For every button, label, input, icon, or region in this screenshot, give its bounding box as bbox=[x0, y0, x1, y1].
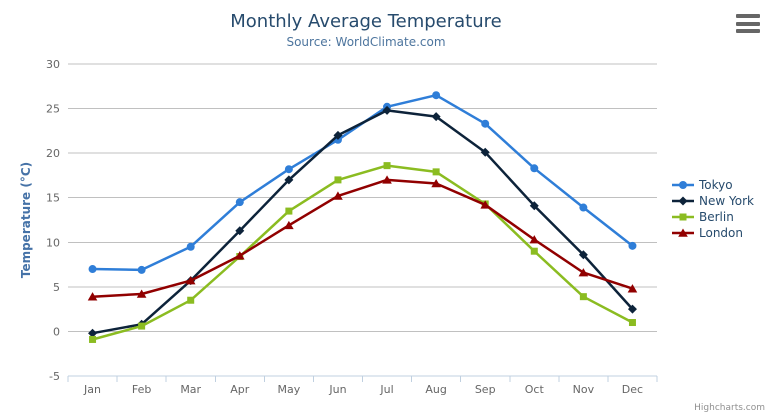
series-london bbox=[87, 175, 638, 301]
data-point-berlin-oct[interactable] bbox=[530, 247, 538, 255]
data-point-tokyo-oct[interactable] bbox=[530, 164, 539, 173]
legend-symbol-triangle-icon bbox=[672, 228, 694, 237]
y-axis-label: 20 bbox=[46, 147, 60, 160]
legend-item-berlin[interactable]: Berlin bbox=[672, 210, 754, 224]
data-point-berlin-jun[interactable] bbox=[334, 176, 342, 184]
x-axis-label: Jan bbox=[83, 383, 101, 396]
data-point-london-dec[interactable] bbox=[627, 284, 638, 293]
legend-label: Tokyo bbox=[699, 178, 733, 192]
data-point-berlin-aug[interactable] bbox=[432, 168, 440, 176]
legend-marker-new-york[interactable] bbox=[678, 196, 688, 206]
data-point-london-jan[interactable] bbox=[87, 292, 98, 301]
data-point-berlin-dec[interactable] bbox=[628, 319, 636, 327]
credits-link[interactable]: Highcharts.com bbox=[694, 403, 765, 413]
data-point-london-mar[interactable] bbox=[185, 276, 196, 285]
x-axis-label: Dec bbox=[622, 383, 643, 396]
legend-label: Berlin bbox=[699, 210, 734, 224]
data-point-london-jun[interactable] bbox=[333, 191, 343, 200]
x-axis-label: Mar bbox=[180, 383, 201, 396]
x-axis-label: Apr bbox=[230, 383, 250, 396]
legend-symbol-diamond-icon bbox=[672, 196, 694, 206]
data-point-new-york-oct[interactable] bbox=[529, 201, 539, 211]
series-line-new-york[interactable] bbox=[91, 109, 634, 335]
data-point-london-jul[interactable] bbox=[382, 175, 392, 184]
data-point-tokyo-dec[interactable] bbox=[628, 241, 637, 250]
y-axis-label: 15 bbox=[46, 192, 60, 205]
x-axis-label: May bbox=[278, 383, 301, 396]
data-point-berlin-nov[interactable] bbox=[579, 293, 587, 301]
chart-title: Monthly Average Temperature bbox=[230, 11, 502, 32]
hamburger-icon bbox=[736, 14, 760, 18]
data-point-tokyo-apr[interactable] bbox=[235, 198, 244, 207]
legend-marker-london[interactable] bbox=[678, 228, 688, 237]
legend-marker-tokyo[interactable] bbox=[679, 181, 687, 189]
y-axis-label: 10 bbox=[46, 236, 60, 249]
data-point-london-apr[interactable] bbox=[234, 251, 245, 260]
data-point-tokyo-aug[interactable] bbox=[432, 91, 441, 100]
data-point-berlin-mar[interactable] bbox=[187, 296, 195, 304]
x-axis-label: Sep bbox=[475, 383, 496, 396]
series-new-york bbox=[88, 105, 637, 338]
x-axis-label: Aug bbox=[425, 383, 446, 396]
data-point-berlin-jan[interactable] bbox=[89, 335, 97, 343]
data-point-tokyo-sep[interactable] bbox=[481, 119, 490, 128]
series-line-berlin[interactable] bbox=[91, 164, 634, 341]
x-axis-label: Feb bbox=[132, 383, 151, 396]
legend-label: London bbox=[699, 226, 743, 240]
hamburger-icon bbox=[736, 21, 760, 26]
data-point-berlin-feb[interactable] bbox=[138, 322, 146, 330]
data-point-tokyo-feb[interactable] bbox=[137, 265, 146, 274]
data-point-new-york-sep[interactable] bbox=[480, 147, 490, 157]
x-axis-label: Jun bbox=[328, 383, 346, 396]
data-point-london-may[interactable] bbox=[284, 220, 294, 230]
legend-item-new-york[interactable]: New York bbox=[672, 194, 754, 208]
data-point-london-feb[interactable] bbox=[136, 289, 147, 298]
hamburger-icon bbox=[736, 29, 760, 33]
legend-item-tokyo[interactable]: Tokyo bbox=[672, 178, 754, 192]
legend: Tokyo New York Berlin London bbox=[672, 178, 754, 240]
y-axis-title: Temperature (°C) bbox=[19, 162, 33, 278]
legend-label: New York bbox=[699, 194, 754, 208]
data-point-new-york-aug[interactable] bbox=[431, 112, 441, 122]
chart-subtitle: Source: WorldClimate.com bbox=[286, 35, 446, 49]
legend-item-london[interactable]: London bbox=[672, 226, 754, 240]
data-point-new-york-jun[interactable] bbox=[333, 130, 343, 140]
data-point-new-york-apr[interactable] bbox=[235, 226, 245, 236]
y-axis-label: 25 bbox=[46, 103, 60, 116]
y-axis-label: 0 bbox=[53, 325, 60, 338]
data-point-new-york-jul[interactable] bbox=[382, 105, 392, 115]
data-point-new-york-nov[interactable] bbox=[578, 250, 588, 260]
data-point-tokyo-jan[interactable] bbox=[88, 265, 97, 274]
data-point-london-aug[interactable] bbox=[431, 178, 441, 188]
data-point-tokyo-nov[interactable] bbox=[579, 203, 588, 212]
data-point-london-nov[interactable] bbox=[578, 268, 589, 277]
y-axis-label: 5 bbox=[53, 281, 60, 294]
series-line-tokyo[interactable] bbox=[91, 93, 634, 272]
data-point-new-york-dec[interactable] bbox=[627, 304, 637, 314]
x-axis-label: Oct bbox=[525, 383, 545, 396]
data-point-london-sep[interactable] bbox=[480, 200, 491, 209]
series-tokyo bbox=[88, 91, 637, 274]
data-point-berlin-may[interactable] bbox=[285, 207, 293, 215]
data-point-berlin-jul[interactable] bbox=[383, 162, 391, 170]
y-axis-label: 30 bbox=[46, 58, 60, 71]
data-point-tokyo-mar[interactable] bbox=[186, 242, 195, 251]
legend-symbol-circle-icon bbox=[672, 181, 694, 189]
x-axis-label: Nov bbox=[573, 383, 595, 396]
legend-symbol-square-icon bbox=[672, 213, 694, 221]
data-point-london-oct[interactable] bbox=[529, 235, 540, 244]
legend-marker-berlin[interactable] bbox=[679, 213, 687, 221]
y-axis-label: -5 bbox=[49, 370, 60, 383]
data-point-tokyo-may[interactable] bbox=[284, 165, 293, 174]
data-point-new-york-jan[interactable] bbox=[88, 328, 98, 338]
x-axis-label: Jul bbox=[379, 383, 393, 396]
context-menu-button[interactable] bbox=[736, 14, 760, 33]
series-line-london[interactable] bbox=[91, 178, 634, 298]
data-point-new-york-may[interactable] bbox=[284, 175, 294, 185]
